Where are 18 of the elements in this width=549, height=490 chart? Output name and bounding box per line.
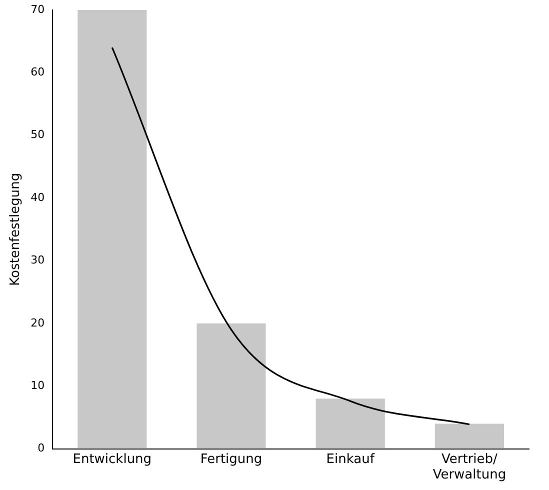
y-tick-label: 20: [30, 316, 45, 330]
y-tick-label: 50: [30, 128, 45, 142]
x-tick-label: Entwicklung: [72, 452, 152, 467]
bar: [196, 323, 266, 449]
y-axis-title: Kostenfestlegung: [8, 172, 24, 286]
y-tick-label: 40: [30, 190, 45, 204]
y-tick-label: 30: [30, 254, 45, 267]
x-tick-label: Vertrieb/ Verwaltung: [432, 452, 506, 483]
x-tick-label: Fertigung: [200, 452, 262, 467]
y-tick-label: 0: [38, 442, 45, 455]
bar: [316, 398, 385, 449]
x-tick-label: Einkauf: [326, 452, 375, 467]
y-tick-label: 10: [30, 378, 45, 392]
bar: [78, 10, 147, 449]
y-tick-label: 60: [30, 66, 45, 79]
y-tick-label: 70: [30, 2, 45, 16]
bar: [434, 424, 504, 449]
line-series: [111, 46, 470, 426]
